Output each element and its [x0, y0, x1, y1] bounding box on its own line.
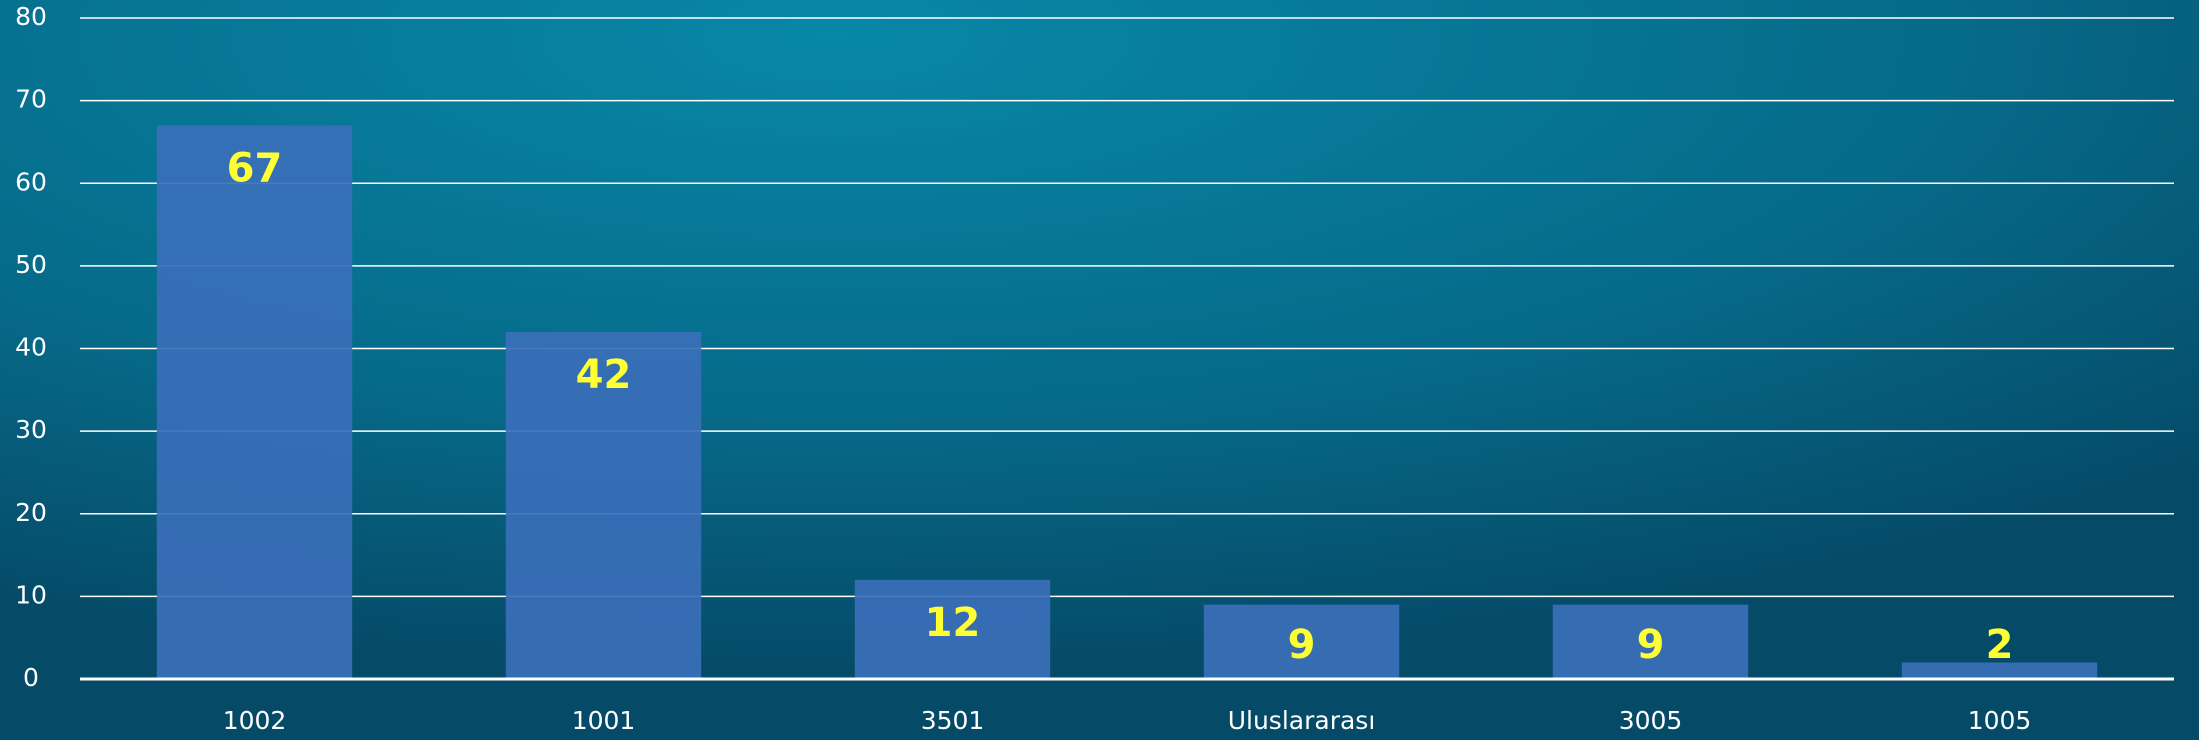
y-tick-label: 50 [15, 250, 47, 279]
x-tick-label: 3005 [1619, 706, 1683, 735]
bar [156, 125, 353, 680]
bar [1203, 604, 1400, 679]
value-label: 9 [1288, 622, 1316, 668]
value-label: 42 [576, 352, 632, 398]
y-tick-label: 60 [15, 167, 47, 196]
bar [505, 331, 702, 679]
y-tick-label: 70 [15, 85, 47, 114]
y-tick-label: 0 [23, 663, 39, 692]
value-label: 12 [925, 600, 981, 646]
y-tick-label: 20 [15, 498, 47, 527]
y-tick-label: 30 [15, 415, 47, 444]
y-tick-label: 80 [15, 2, 47, 31]
x-tick-label: 1005 [1968, 706, 2032, 735]
y-tick-label: 40 [15, 333, 47, 362]
x-tick-label: 1002 [223, 706, 287, 735]
value-label: 2 [1986, 622, 2014, 668]
bar [854, 579, 1051, 679]
bar [1552, 604, 1749, 679]
bar [1901, 662, 2098, 679]
value-label: 67 [227, 145, 283, 191]
x-tick-label: 1001 [572, 706, 636, 735]
x-tick-label: 3501 [921, 706, 985, 735]
x-tick-label: Uluslararası [1228, 706, 1376, 735]
y-tick-label: 10 [15, 580, 47, 609]
value-label: 9 [1637, 622, 1665, 668]
